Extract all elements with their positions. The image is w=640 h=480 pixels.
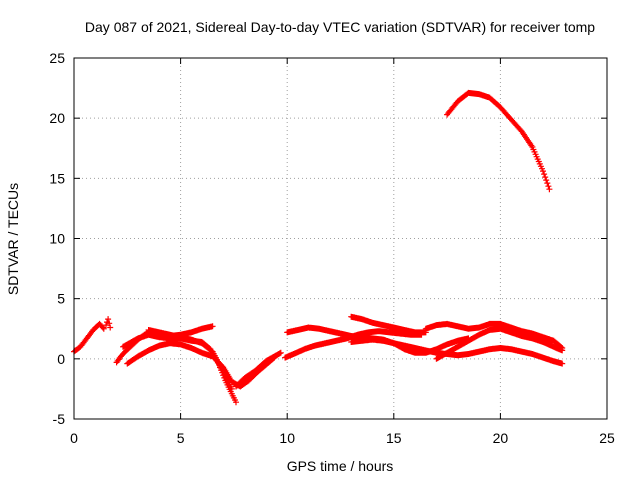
series-arc-g (282, 328, 425, 361)
series-arc-a-tail-points (103, 316, 114, 331)
series-arc-f-points (233, 349, 284, 390)
series-arc-m (444, 89, 553, 193)
series-arc-i (348, 313, 429, 336)
grid (74, 58, 607, 419)
x-tick-label: 20 (493, 430, 509, 446)
series-arc-d (124, 340, 278, 390)
x-tick-label: 5 (177, 430, 185, 446)
series-arc-k-points (422, 320, 566, 351)
data-points (71, 89, 566, 406)
y-tick-label: -5 (53, 411, 66, 427)
chart-title: Day 087 of 2021, Sidereal Day-to-day VTE… (85, 19, 595, 35)
series-arc-d-points (124, 340, 278, 390)
y-axis-label: SDTVAR / TECUs (5, 183, 21, 295)
series-arc-a-tail (103, 316, 114, 331)
series-arc-e-points (145, 327, 235, 392)
y-tick-label: 5 (57, 291, 65, 307)
y-tick-label: 10 (49, 231, 65, 247)
y-tick-label: 15 (49, 170, 65, 186)
series-arc-a (71, 320, 107, 355)
series-arc-l (433, 325, 566, 362)
plot-frame (73, 57, 608, 420)
x-tick-label: 15 (386, 430, 402, 446)
x-tick-label: 25 (599, 430, 615, 446)
y-tick-label: 0 (57, 351, 65, 367)
series-arc-g-points (282, 328, 425, 361)
series-arc-f (233, 349, 284, 390)
y-tick-label: 20 (49, 110, 65, 126)
x-axis-label: GPS time / hours (287, 458, 394, 474)
series-arc-l-points (433, 325, 566, 362)
series-arc-m-points (444, 89, 553, 193)
series-arc-i-points (348, 313, 429, 336)
series-arc-k (422, 320, 566, 351)
x-tick-label: 10 (279, 430, 295, 446)
x-tick-label: 0 (70, 430, 78, 446)
series-arc-e (145, 327, 235, 392)
y-tick-label: 25 (49, 50, 65, 66)
series-arc-a-points (71, 320, 107, 355)
